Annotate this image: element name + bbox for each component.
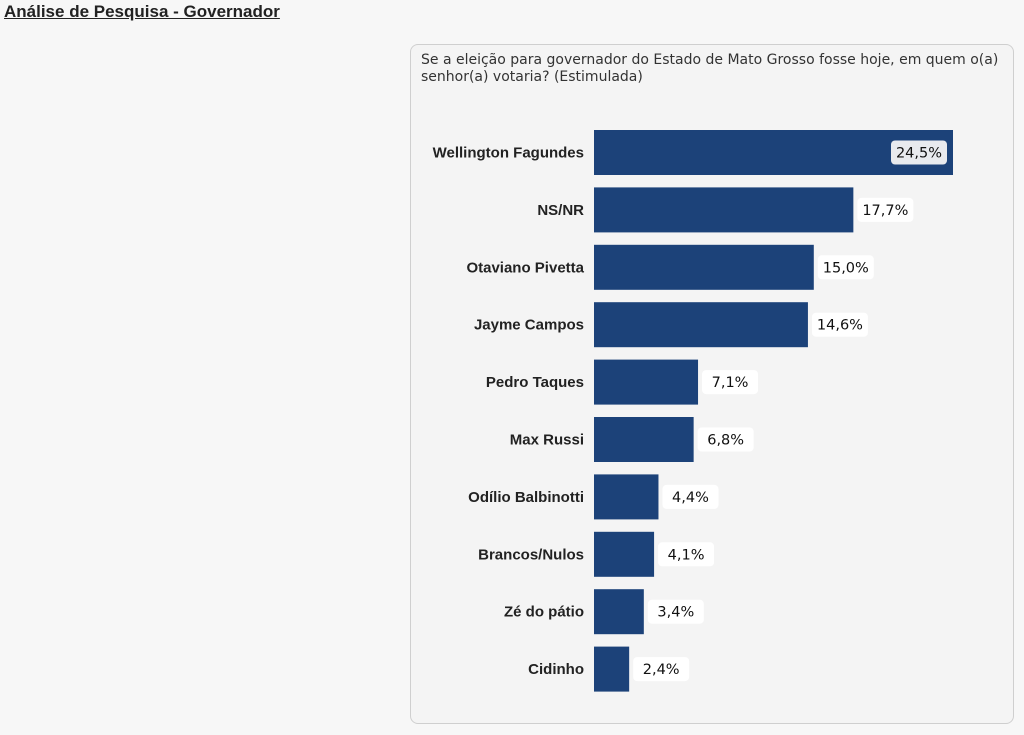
category-label: Zé do pátio — [504, 604, 584, 621]
value-label: 14,6% — [817, 318, 863, 334]
value-label: 15,0% — [823, 260, 869, 276]
value-label: 4,1% — [668, 547, 705, 563]
category-label: Brancos/Nulos — [478, 546, 584, 563]
value-label: 3,4% — [657, 605, 694, 621]
bar — [594, 359, 699, 405]
value-label-background — [702, 370, 759, 395]
bar — [594, 417, 694, 462]
bar — [594, 302, 808, 348]
bar — [594, 589, 644, 635]
bar — [594, 646, 630, 692]
value-label-background — [658, 542, 715, 567]
value-label: 4,4% — [672, 490, 709, 506]
chart-card: Se a eleição para governador do Estado d… — [410, 44, 1014, 724]
category-label: NS/NR — [537, 202, 584, 219]
bar — [594, 187, 854, 233]
value-label: 24,5% — [896, 146, 942, 162]
page-title: Análise de Pesquisa - Governador — [4, 2, 280, 21]
category-label: Wellington Fagundes — [433, 145, 584, 162]
category-label: Jayme Campos — [474, 317, 584, 334]
value-label-background — [697, 427, 754, 452]
value-label-background — [891, 140, 947, 165]
value-label-background — [857, 197, 914, 222]
bar — [594, 474, 659, 520]
value-label: 2,4% — [643, 662, 680, 678]
value-label-background — [662, 484, 719, 509]
chart-title: Se a eleição para governador do Estado d… — [421, 52, 999, 85]
bar — [594, 531, 655, 577]
category-label: Pedro Taques — [486, 374, 584, 391]
value-label-background — [811, 312, 868, 337]
value-label: 6,8% — [707, 433, 744, 449]
bar-chart: Wellington Fagundes 24,5% NS/NR 17,7% Otavia… — [433, 130, 953, 692]
value-label-background — [647, 599, 704, 624]
value-label-background — [633, 657, 690, 682]
value-label: 17,7% — [862, 203, 908, 219]
category-label: Cidinho — [528, 661, 584, 678]
category-label: Otaviano Pivetta — [466, 259, 584, 276]
category-label: Max Russi — [510, 432, 584, 449]
category-label: Odílio Balbinotti — [468, 489, 584, 506]
value-label: 7,1% — [712, 375, 749, 391]
value-label-background — [817, 255, 874, 280]
bar — [594, 244, 814, 290]
